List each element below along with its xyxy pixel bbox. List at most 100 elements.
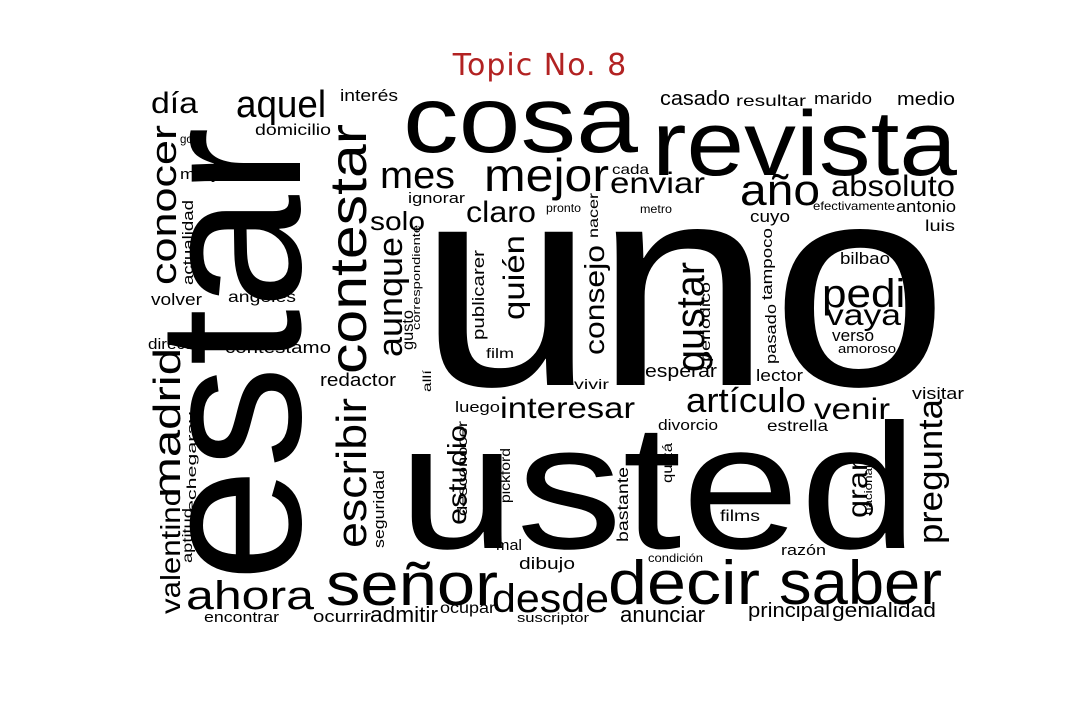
cloud-word: aquel [236,84,326,126]
cloud-word: luis [925,218,955,235]
cloud-word: pregunta [912,399,950,544]
cloud-word: uno [418,123,948,447]
cloud-word: absoluto [831,170,955,203]
cloud-word: gran [842,453,873,518]
cloud-word: saber [779,549,942,618]
cloud-word: vivir [574,376,609,392]
cloud-word: aunque [372,237,410,357]
cloud-word: mes [380,155,455,197]
cloud-word: estudio [442,425,472,525]
cloud-word: conocer [143,125,184,285]
cloud-word: casado [660,88,730,110]
cloud-word: angeles [228,289,296,306]
cloud-word: suscriptor [517,610,590,625]
cloud-word: cada [612,161,649,177]
cloud-word: bilbao [840,249,890,268]
cloud-word: nacional [863,465,875,515]
chart-title: Topic No. 8 [452,48,628,83]
cloud-word: tampoco [759,228,776,300]
cloud-word: valentino [155,489,186,614]
cloud-word: amoroso [838,341,896,356]
cloud-word: publicarer [469,250,488,340]
cloud-word: seña [227,163,278,184]
cloud-word: pronto [546,201,581,215]
cloud-word: pickford [497,448,513,503]
cloud-word: films [720,508,760,525]
cloud-word: consejo [579,245,610,355]
cloud-word: contestamo [225,338,331,357]
cloud-word: quién [498,235,531,320]
cloud-word: verso [832,326,874,345]
cloud-word: marido [814,89,872,108]
cloud-word: esperar [645,361,717,381]
cloud-word: señor [326,551,498,618]
cloud-word: volver [151,290,202,309]
cloud-word: periódico [697,282,713,362]
cloud-word: razón [781,542,826,559]
cloud-word: madrid [147,348,189,498]
cloud-word: mejor [484,149,609,201]
cloud-word: cuyo [750,207,790,226]
cloud-word: condición [648,551,703,565]
cloud-word: correspondiente [411,225,423,330]
cloud-word: ocupar [440,600,496,617]
cloud-word: artículo [686,382,806,420]
cloud-word: echegaray [184,411,199,512]
cloud-word: ignorar [408,190,465,207]
cloud-word: dibujo [519,554,575,573]
cloud-word: año [740,166,820,215]
cloud-word: antonio [896,197,956,216]
cloud-word: gusto [400,310,417,350]
cloud-word: interés [340,86,398,105]
cloud-word: día [151,87,198,120]
cloud-word: desconocer [454,421,470,516]
cloud-word: resultar [736,93,807,110]
cloud-word: estar [115,127,344,582]
cloud-word: claro [466,196,536,229]
cloud-word: divorcio [658,417,718,434]
cloud-word: bastante [615,467,632,542]
cloud-word: ahora [186,574,315,618]
cloud-word: admitir [370,602,438,627]
cloud-word: pedir [822,272,920,316]
cloud-word: luego [455,399,500,416]
cloud-word: nacer [585,193,601,238]
cloud-word: metro [640,202,672,216]
cloud-word: principal [748,600,830,622]
cloud-word: contestar [320,124,378,374]
cloud-word: efectivamente [813,199,895,213]
cloud-word: actualidad [180,200,197,285]
cloud-word: pasado [763,304,780,364]
cloud-word: film [486,345,514,361]
cloud-word: aptitud [179,508,195,563]
cloud-word: estrella [767,418,828,435]
cloud-word: encontrar [204,609,279,626]
cloud-word: medio [897,89,955,109]
cloud-word: seguridad [371,470,388,548]
cloud-word: cosa [403,67,638,173]
cloud-word: allí [420,369,434,392]
cloud-word: quizá [659,443,675,483]
cloud-word: gustar [669,262,713,372]
cloud-word: escribir [328,398,375,548]
cloud-word: mary [180,166,221,183]
cloud-word: interesar [500,392,635,425]
cloud-word: vaya [826,299,901,332]
cloud-word: solo [370,206,425,236]
cloud-word: usted [398,387,918,586]
cloud-word: decir [608,549,760,618]
cloud-word: redactor [320,370,396,390]
cloud-word: anunciar [620,602,705,627]
cloud-word: visitar [912,384,964,403]
cloud-word: ocurrir [313,607,371,626]
cloud-word: venir [814,393,890,426]
cloud-word: revista [652,93,958,195]
cloud-word: domicilio [255,122,331,139]
cloud-word: genialidad [832,600,936,622]
cloud-word: enviar [610,167,705,200]
cloud-word: goya [180,132,205,146]
cloud-word: director [148,336,205,353]
cloud-word: lector [756,366,803,385]
cloud-word: mal [496,537,522,554]
